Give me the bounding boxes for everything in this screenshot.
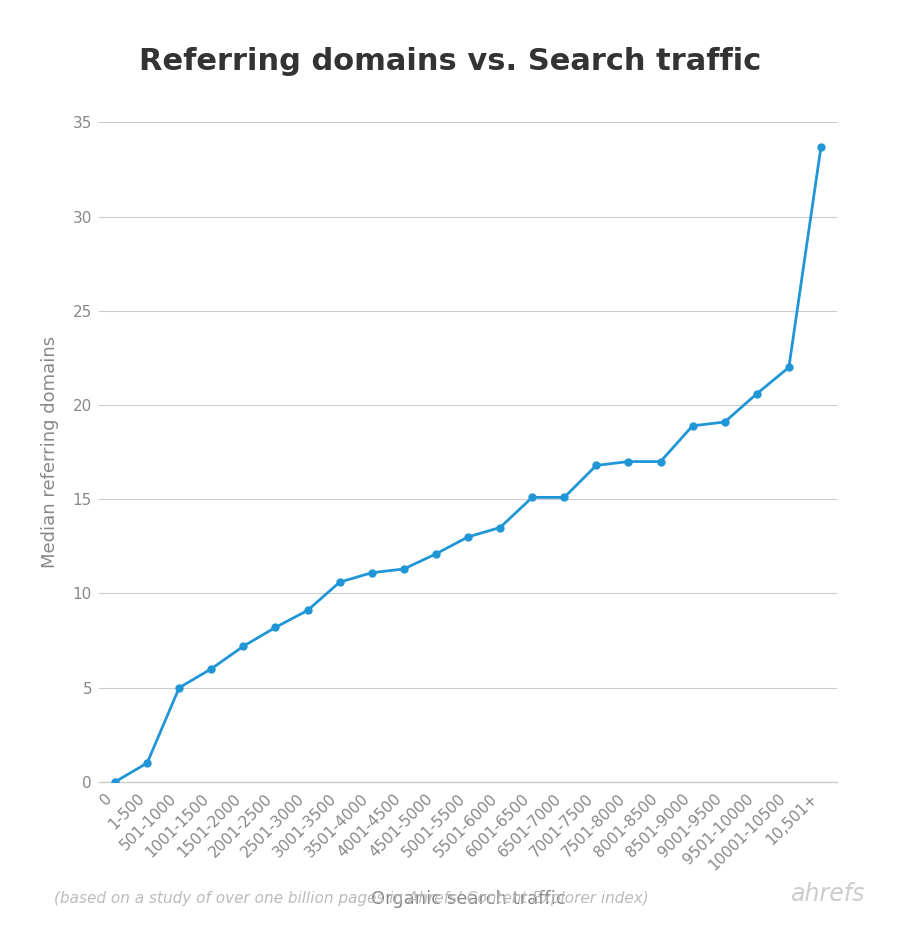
Text: ahrefs: ahrefs: [789, 883, 864, 906]
Y-axis label: Median referring domains: Median referring domains: [40, 336, 58, 568]
Text: (based on a study of over one billion pages in Ahrefs’ Content Explorer index): (based on a study of over one billion pa…: [54, 891, 649, 906]
Text: Referring domains vs. Search traffic: Referring domains vs. Search traffic: [139, 47, 761, 75]
X-axis label: Organic search traffic: Organic search traffic: [371, 890, 565, 908]
